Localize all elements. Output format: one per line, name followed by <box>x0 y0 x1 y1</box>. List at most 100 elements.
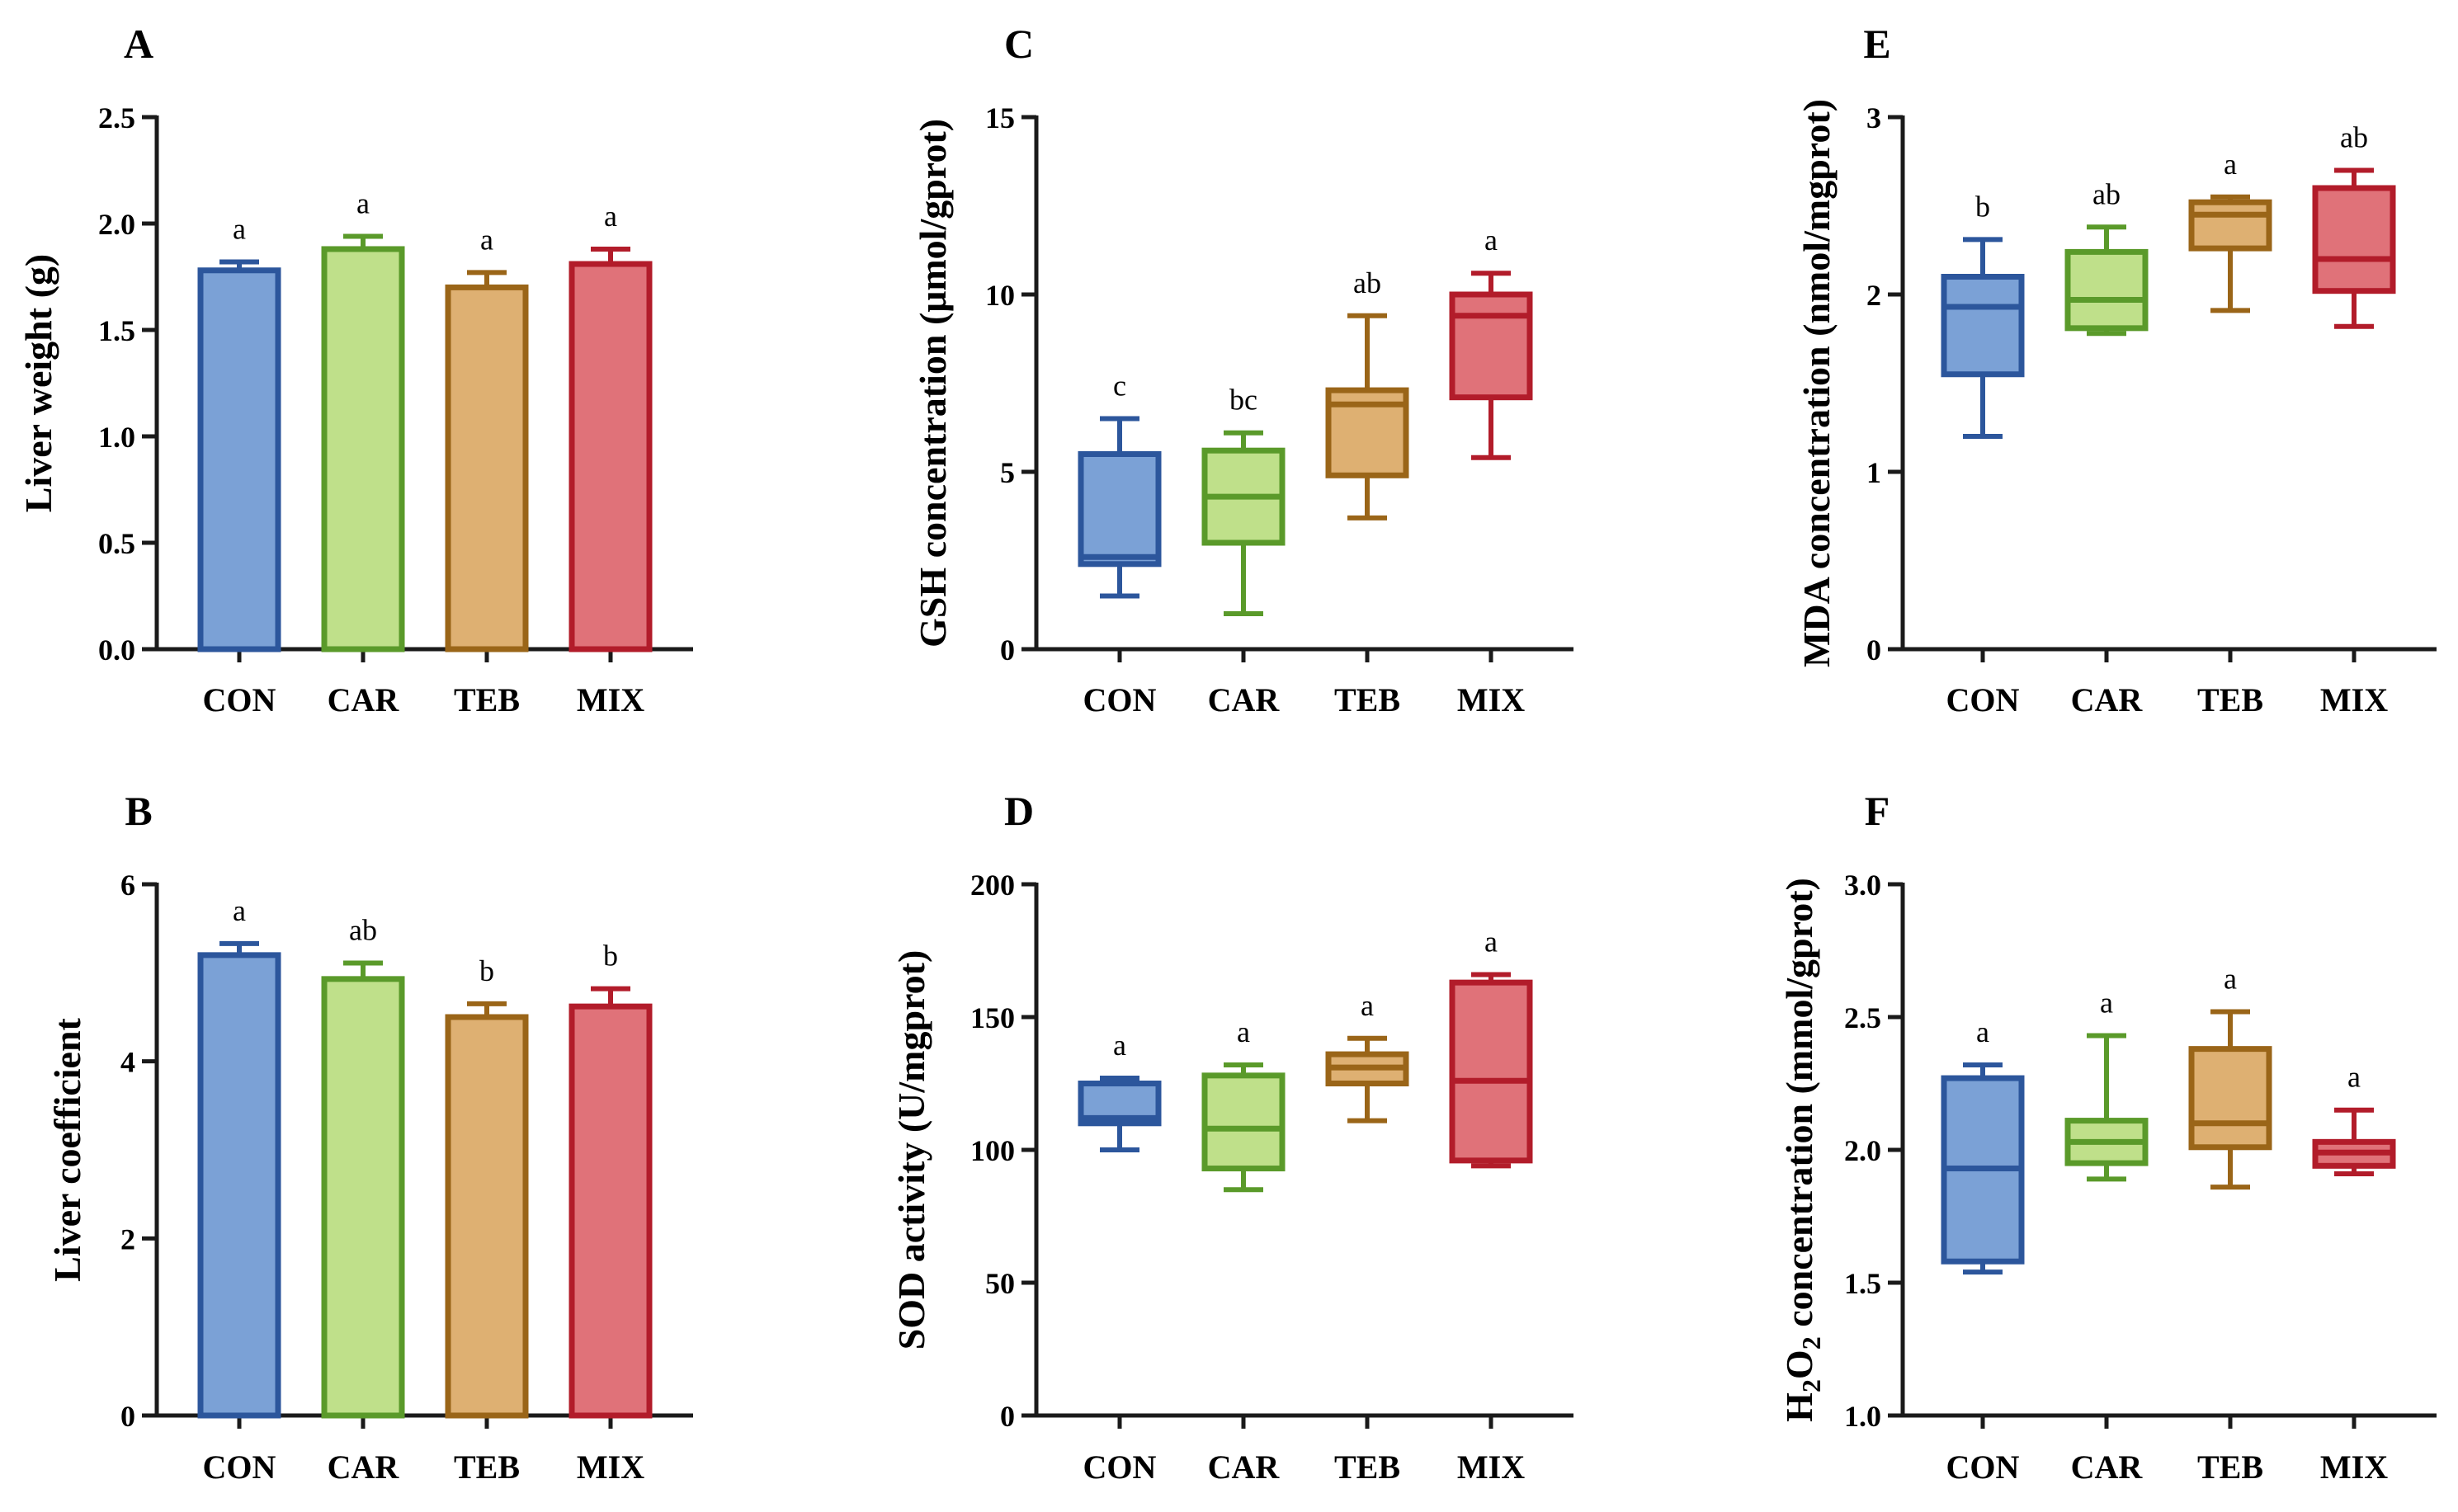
y-tick-label: 1.0 <box>1844 1400 1881 1433</box>
box-mix <box>2312 185 2396 294</box>
y-tick-label: 0 <box>120 1400 135 1433</box>
x-tick-label: CAR <box>1208 1448 1281 1486</box>
significance-letter: a <box>1484 925 1498 958</box>
y-tick-label: 10 <box>985 279 1015 312</box>
panel-f: F H2O2 concentration (mmol/gprot) 1.0 1.5 2.… <box>1778 788 2437 1486</box>
x-tick-label: MIX <box>2320 1448 2388 1486</box>
y-tick-label: 0.0 <box>98 634 135 667</box>
bar-car <box>321 976 405 1419</box>
y-tick-label: 0 <box>1000 1400 1015 1433</box>
y-tick-label: 2.5 <box>1844 1001 1881 1034</box>
y-tick-label: 200 <box>970 869 1015 902</box>
y-tick-label: 2 <box>120 1222 135 1255</box>
significance-letter: a <box>233 212 246 245</box>
y-axis-label-part: 2 <box>1796 1336 1826 1349</box>
y-axis-label: H2O2 concentration (mmol/gprot) <box>1778 878 1826 1422</box>
x-tick-label: CON <box>1083 1448 1157 1486</box>
x-tick-label: MIX <box>1457 1448 1525 1486</box>
y-axis-label-part: H <box>1778 1392 1820 1422</box>
significance-letter: a <box>1113 1029 1126 1062</box>
panel-d: D SOD activity (U/mgprot) 0 50 100 150 200 CON C… <box>890 788 1573 1486</box>
x-tick-label: CON <box>1946 1448 2020 1486</box>
y-tick-label: 5 <box>1000 456 1015 489</box>
panel-b: B Liver coefficient 0 2 4 6 CON CAR TEB MIX a ab b b <box>46 788 693 1486</box>
panel-letter: B <box>125 788 152 834</box>
panel-letter: F <box>1865 788 1890 834</box>
y-axis-label: Liver coefficient <box>46 1017 88 1281</box>
y-axis-label: MDA concentration (nmol/mgprot) <box>1795 99 1838 667</box>
panel-letter: E <box>1863 21 1890 67</box>
significance-letter: a <box>604 200 617 233</box>
box-teb <box>2188 199 2272 252</box>
y-tick-label: 150 <box>970 1001 1015 1034</box>
significance-letter: a <box>480 223 493 256</box>
x-tick-label: CAR <box>2071 1448 2144 1486</box>
panel-a: A Liver weight (g) 0.0 0.5 1.0 1.5 2.0 2.5 CON CA… <box>17 21 693 718</box>
y-axis-label-part: 2 <box>1796 1379 1826 1392</box>
bar-con <box>197 952 281 1419</box>
x-tick-label: TEB <box>2197 681 2263 718</box>
bar-teb <box>445 284 529 652</box>
y-tick-label: 1.0 <box>98 421 135 454</box>
bar-con <box>197 267 281 652</box>
x-tick-label: TEB <box>454 681 520 718</box>
bar-teb <box>445 1014 529 1419</box>
x-tick-label: CON <box>203 681 276 718</box>
y-axis-label: GSH concentration (μmol/gprot) <box>912 119 954 648</box>
significance-letter: b <box>603 940 618 973</box>
y-tick-label: 3.0 <box>1844 869 1881 902</box>
y-tick-label: 1.5 <box>98 314 135 347</box>
significance-letter: a <box>2100 987 2113 1020</box>
y-tick-label: 2.0 <box>1844 1134 1881 1167</box>
y-tick-label: 0 <box>1000 634 1015 667</box>
panel-letter: C <box>1004 21 1034 67</box>
significance-letter: a <box>356 186 370 219</box>
panel-c: C GSH concentration (μmol/gprot) 0 5 10 15 CON… <box>912 21 1573 718</box>
box-con <box>1941 274 2025 378</box>
panel-letter: A <box>124 21 153 67</box>
y-tick-label: 1 <box>1866 456 1881 489</box>
y-axis-label: Liver weight (g) <box>17 254 59 512</box>
significance-letter: a <box>2224 148 2237 181</box>
y-tick-label: 6 <box>120 869 135 902</box>
y-tick-label: 50 <box>985 1267 1015 1300</box>
significance-letter: ab <box>349 914 377 947</box>
x-tick-label: CAR <box>328 1448 400 1486</box>
y-tick-label: 0 <box>1866 634 1881 667</box>
significance-letter: bc <box>1229 384 1257 417</box>
x-tick-label: MIX <box>2320 681 2388 718</box>
y-tick-label: 1.5 <box>1844 1267 1881 1300</box>
x-tick-label: CAR <box>2071 681 2144 718</box>
y-tick-label: 2 <box>1866 279 1881 312</box>
x-tick-label: MIX <box>577 1448 644 1486</box>
significance-letter: a <box>1976 1015 1989 1048</box>
y-tick-label: 3 <box>1866 101 1881 134</box>
y-tick-label: 100 <box>970 1134 1015 1167</box>
x-tick-label: CON <box>1083 681 1157 718</box>
significance-letter: a <box>2347 1061 2361 1094</box>
x-tick-label: MIX <box>577 681 644 718</box>
x-tick-label: TEB <box>1334 681 1400 718</box>
y-axis-label: SOD activity (U/mgprot) <box>890 950 932 1350</box>
x-tick-label: MIX <box>1457 681 1525 718</box>
x-tick-label: CAR <box>1208 681 1281 718</box>
x-tick-label: CON <box>1946 681 2020 718</box>
significance-letter: a <box>1484 224 1498 257</box>
y-tick-label: 2.5 <box>98 101 135 134</box>
significance-letter: ab <box>1353 266 1381 299</box>
box-con <box>1078 451 1162 568</box>
significance-letter: a <box>2224 963 2237 996</box>
y-axis-label-part: O <box>1778 1349 1820 1379</box>
bar-mix <box>569 1003 653 1419</box>
significance-letter: a <box>233 894 246 927</box>
x-tick-label: TEB <box>2197 1448 2263 1486</box>
significance-letter: b <box>1975 190 1990 223</box>
significance-letter: a <box>1361 989 1374 1022</box>
y-tick-label: 15 <box>985 101 1015 134</box>
box-car <box>1201 1072 1286 1172</box>
significance-letter: c <box>1113 370 1126 403</box>
box-mix <box>1449 979 1533 1164</box>
y-tick-label: 2.0 <box>98 208 135 241</box>
box-mix <box>1449 291 1533 401</box>
